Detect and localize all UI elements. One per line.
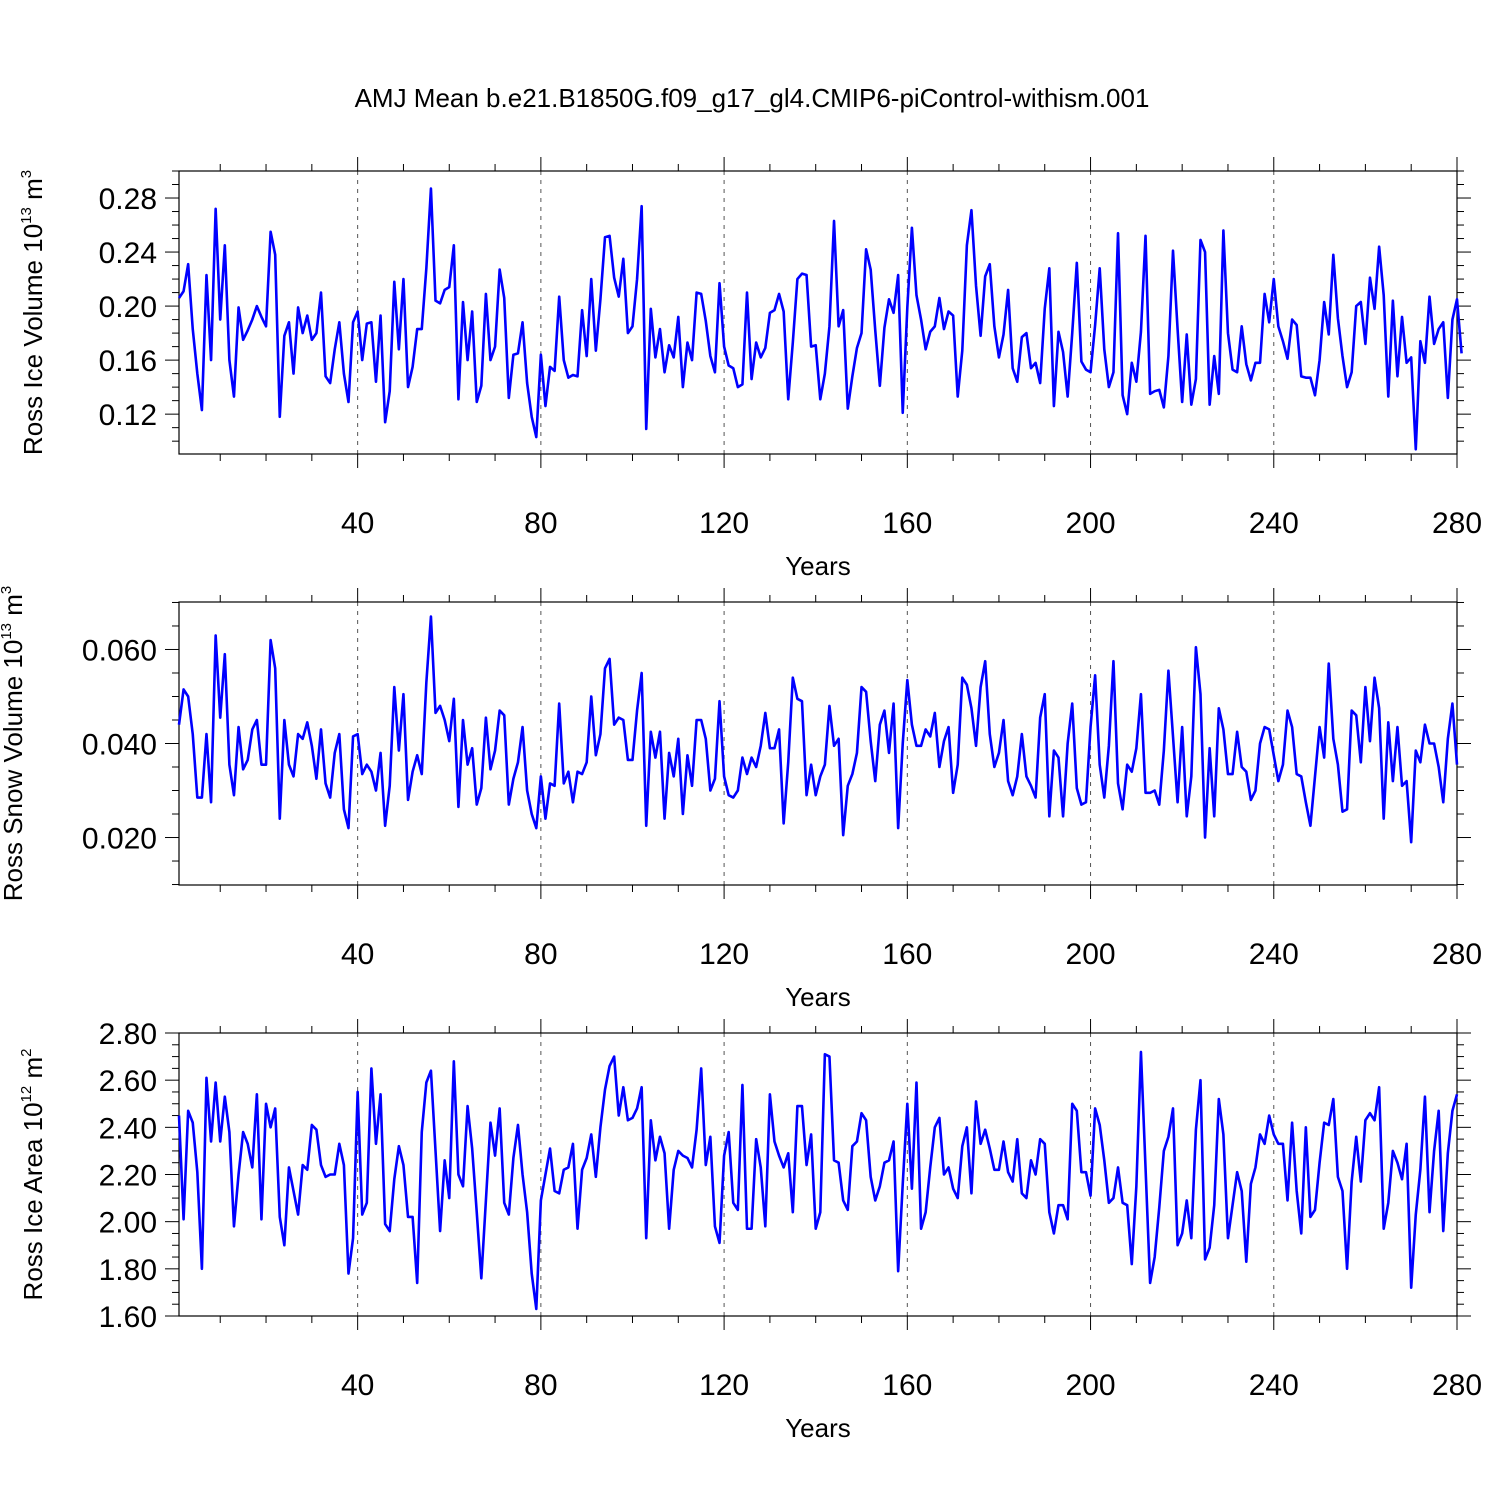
x-tick-label: 280 (1432, 507, 1482, 540)
y-tick-label: 0.12 (99, 399, 157, 432)
x-tick-label: 240 (1249, 507, 1299, 540)
y-tick-label: 0.16 (99, 345, 157, 378)
x-tick-label: 160 (882, 938, 932, 971)
y-tick-label: 1.60 (99, 1301, 157, 1334)
x-tick-label: 120 (699, 507, 749, 540)
x-tick-label: 240 (1249, 1369, 1299, 1402)
x-tick-label: 40 (341, 938, 374, 971)
x-axis-label: Years (785, 1413, 851, 1443)
x-axis-label: Years (785, 551, 851, 581)
panel-1: 40 80 120 160 200 240 280 0.12 0.16 0.20 0.24 0.28 Y… (18, 157, 1482, 581)
y-tick-label: 0.060 (82, 634, 157, 667)
y-tick-label: 0.20 (99, 291, 157, 324)
x-tick-label: 40 (341, 507, 374, 540)
y-axis-label-unit: m (18, 1057, 48, 1086)
y-tick-label: 0.28 (99, 183, 157, 216)
x-tick-label: 40 (341, 1369, 374, 1402)
x-tick-label: 200 (1066, 1369, 1116, 1402)
plot-frame (178, 170, 1458, 455)
x-tick-label: 120 (699, 1369, 749, 1402)
x-tick-label: 160 (882, 507, 932, 540)
y-axis-label-unit-exponent: 2 (18, 1049, 35, 1057)
y-axis-label-main: Ross Ice Area 10 (18, 1102, 48, 1300)
y-axis-label-unit: m (0, 594, 28, 623)
plot-frame (178, 1032, 1458, 1317)
y-tick-label: 0.020 (82, 823, 157, 856)
y-axis-label-main: Ross Snow Volume 10 (0, 640, 28, 902)
y-axis-label: Ross Ice Volume 1013 m3 (18, 170, 48, 455)
x-tick-label: 280 (1432, 938, 1482, 971)
y-tick-label: 2.00 (99, 1207, 157, 1240)
y-tick-label: 0.040 (82, 729, 157, 762)
y-tick-label: 2.40 (99, 1112, 157, 1145)
panel-3: 40 80 120 160 200 240 280 1.60 1.80 2.00 2.20 2.40 2… (18, 1018, 1482, 1443)
x-tick-label: 280 (1432, 1369, 1482, 1402)
y-tick-label: 2.80 (99, 1018, 157, 1051)
y-axis-label-exponent: 12 (18, 1086, 35, 1103)
x-tick-label: 240 (1249, 938, 1299, 971)
y-tick-label: 1.80 (99, 1254, 157, 1287)
x-tick-label: 120 (699, 938, 749, 971)
y-axis-label-exponent: 13 (18, 207, 35, 224)
y-axis-label-unit-exponent: 3 (0, 586, 15, 594)
x-tick-label: 80 (524, 507, 557, 540)
x-tick-label: 80 (524, 1369, 557, 1402)
x-tick-label: 200 (1066, 507, 1116, 540)
plot-frame (178, 601, 1458, 886)
y-axis-label: Ross Ice Area 1012 m2 (18, 1049, 48, 1301)
y-tick-label: 2.60 (99, 1065, 157, 1098)
y-axis-label-unit-exponent: 3 (18, 170, 35, 178)
y-axis-label-main: Ross Ice Volume 10 (18, 224, 48, 455)
y-axis-label-unit: m (18, 178, 48, 207)
x-tick-label: 80 (524, 938, 557, 971)
y-axis-label: Ross Snow Volume 1013 m3 (0, 586, 28, 902)
y-axis-label-exponent: 13 (0, 623, 15, 640)
y-tick-label: 2.20 (99, 1160, 157, 1193)
x-tick-label: 160 (882, 1369, 932, 1402)
panel-2: 40 80 120 160 200 240 280 0.020 0.040 0.060 Years R… (0, 586, 1482, 1012)
chart-title: AMJ Mean b.e21.B1850G.f09_g17_gl4.CMIP6-… (355, 83, 1150, 113)
series-line (177, 615, 1459, 844)
x-axis-label: Years (785, 982, 851, 1012)
x-tick-label: 200 (1066, 938, 1116, 971)
series-line (177, 187, 1463, 451)
y-tick-label: 0.24 (99, 237, 157, 270)
series-line (177, 1050, 1459, 1311)
